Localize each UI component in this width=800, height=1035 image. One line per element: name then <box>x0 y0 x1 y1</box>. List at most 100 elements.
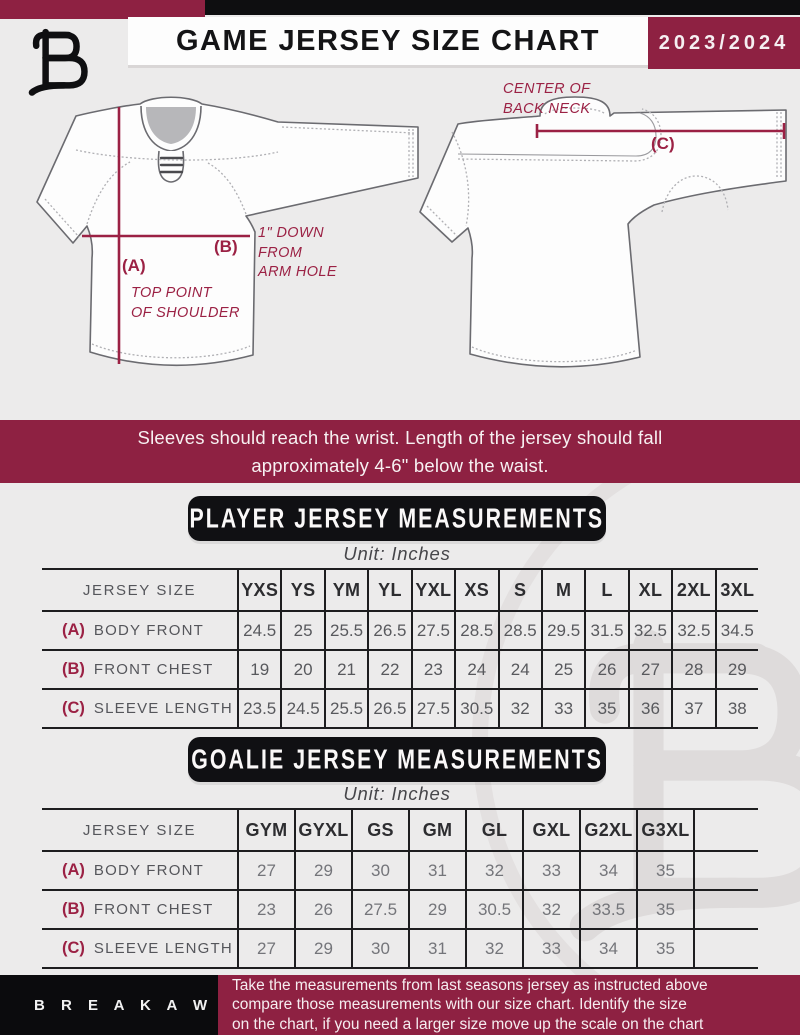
table-row: (C) SLEEVE LENGTH 27 29 30 31 32 33 34 35 <box>42 930 758 969</box>
table-row: (C) SLEEVE LENGTH 23.5 24.5 25.5 26.5 27.5 30.5… <box>42 690 758 729</box>
banner-line-2: approximately 4-6" below the waist. <box>251 454 549 476</box>
size-value-cell: 23.5 <box>237 690 280 727</box>
size-value-cell: 38 <box>714 690 758 727</box>
column-header: G3XL <box>636 810 693 850</box>
size-value-cell: 28 <box>671 651 714 688</box>
table-row: (B) FRONT CHEST 23 26 27.5 29 30.5 32 33.5 35 <box>42 891 758 930</box>
size-value-cell: 25 <box>540 651 584 688</box>
size-value-cell: 26 <box>294 891 351 928</box>
row-label: (B) FRONT CHEST <box>42 651 237 688</box>
size-value-cell: 34.5 <box>714 612 758 649</box>
size-value-cell: 32.5 <box>627 612 671 649</box>
fit-instructions-banner: Sleeves should reach the wrist. Length o… <box>0 420 800 483</box>
size-value-cell: 28.5 <box>454 612 497 649</box>
goalie-size-table: JERSEY SIZE GYM GYXL GS GM GL GXL G2XL G3XL (A) BO… <box>42 808 758 969</box>
page-title: GAME JERSEY SIZE CHART <box>175 24 601 57</box>
column-header: YL <box>367 570 410 610</box>
size-value-cell: 27 <box>627 651 671 688</box>
size-value-cell: 27.5 <box>410 612 454 649</box>
size-value-cell: 29 <box>408 891 465 928</box>
front-jersey-drawing <box>36 96 419 367</box>
player-unit-label: Unit: Inches <box>343 543 451 564</box>
column-header: L <box>584 570 627 610</box>
column-header: GYM <box>237 810 294 850</box>
row-key: (C) <box>62 939 85 957</box>
column-header: XL <box>627 570 671 610</box>
size-value-cell: 32.5 <box>671 612 714 649</box>
table-header-row: JERSEY SIZE GYM GYXL GS GM GL GXL G2XL G3XL <box>42 808 758 852</box>
empty-cell <box>693 930 758 967</box>
goalie-section-header: GOALIE JERSEY MEASUREMENTS <box>188 737 606 782</box>
measurement-lines <box>82 107 786 364</box>
size-value-cell: 35 <box>636 852 693 889</box>
size-value-cell: 33.5 <box>579 891 636 928</box>
size-value-cell: 33 <box>540 690 584 727</box>
row-key: (B) <box>62 660 85 678</box>
player-size-table: JERSEY SIZE YXS YS YM YL YXL XS S M L XL 2XL 3XL (A) B… <box>42 568 758 729</box>
column-header: M <box>540 570 584 610</box>
size-value-cell: 36 <box>627 690 671 727</box>
size-value-cell: 22 <box>367 651 410 688</box>
size-value-cell: 26.5 <box>367 612 410 649</box>
column-header: YS <box>280 570 323 610</box>
column-header: GM <box>408 810 465 850</box>
row-label-text: BODY FRONT <box>93 622 204 639</box>
breakaway-logo-header <box>32 32 85 92</box>
row-key: (A) <box>62 861 85 879</box>
column-header: 3XL <box>714 570 758 610</box>
size-value-cell: 24 <box>497 651 541 688</box>
top-black-bar <box>205 0 800 15</box>
row-label: (A) BODY FRONT <box>42 612 237 649</box>
size-value-cell: 29 <box>294 852 351 889</box>
row-key: (B) <box>62 900 85 918</box>
size-value-cell: 35 <box>584 690 627 727</box>
row-label: (B) FRONT CHEST <box>42 891 237 928</box>
size-value-cell: 23 <box>410 651 454 688</box>
goalie-unit-label: Unit: Inches <box>343 783 451 804</box>
size-value-cell: 26 <box>584 651 627 688</box>
size-value-cell: 21 <box>323 651 367 688</box>
empty-column-header <box>693 810 758 850</box>
size-value-cell: 27 <box>237 930 294 967</box>
size-value-cell: 27.5 <box>410 690 454 727</box>
banner-line-1: Sleeves should reach the wrist. Length o… <box>137 426 663 448</box>
size-value-cell: 31.5 <box>584 612 627 649</box>
size-value-cell: 34 <box>579 852 636 889</box>
size-value-cell: 29 <box>714 651 758 688</box>
size-value-cell: 25.5 <box>323 612 367 649</box>
column-header: YM <box>323 570 367 610</box>
table-header-row: JERSEY SIZE YXS YS YM YL YXL XS S M L XL 2XL 3XL <box>42 568 758 612</box>
row-label-text: FRONT CHEST <box>93 661 214 678</box>
row-label-text: BODY FRONT <box>93 862 204 879</box>
size-value-cell: 32 <box>497 690 541 727</box>
column-header: YXS <box>237 570 280 610</box>
row-label-text: SLEEVE LENGTH <box>93 940 233 957</box>
top-maroon-bar <box>0 0 205 19</box>
size-value-cell: 35 <box>636 891 693 928</box>
measurement-label-a: (A) <box>122 256 146 275</box>
row-label: (C) SLEEVE LENGTH <box>42 930 237 967</box>
column-header: XS <box>454 570 497 610</box>
column-header: 2XL <box>671 570 714 610</box>
size-value-cell: 29.5 <box>540 612 584 649</box>
size-value-cell: 25.5 <box>323 690 367 727</box>
goalie-section-title: GOALIE JERSEY MEASUREMENTS <box>191 742 603 776</box>
size-value-cell: 30 <box>351 852 408 889</box>
player-section-header: PLAYER JERSEY MEASUREMENTS <box>188 496 606 541</box>
size-value-cell: 32 <box>465 852 522 889</box>
column-header: YXL <box>410 570 454 610</box>
size-value-cell: 33 <box>522 852 579 889</box>
size-value-cell: 34 <box>579 930 636 967</box>
size-value-cell: 31 <box>408 930 465 967</box>
empty-cell <box>693 891 758 928</box>
column-header: S <box>497 570 541 610</box>
table-row: (A) BODY FRONT 24.5 25 25.5 26.5 27.5 28.5 28.5 2… <box>42 612 758 651</box>
title-box: GAME JERSEY SIZE CHART <box>128 17 648 65</box>
footer-instructions-text: Take the measurements from last seasons … <box>232 976 708 1033</box>
size-value-cell: 23 <box>237 891 294 928</box>
column-header: GXL <box>522 810 579 850</box>
corner-label: JERSEY SIZE <box>82 581 197 599</box>
size-value-cell: 30.5 <box>454 690 497 727</box>
size-value-cell: 19 <box>237 651 280 688</box>
footer-brand-box: B R E A K A W A Y <box>0 975 259 1035</box>
